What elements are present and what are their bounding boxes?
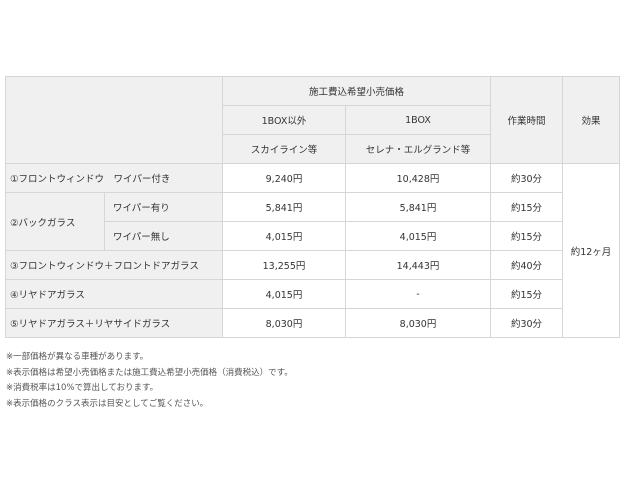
time: 約15分	[490, 192, 564, 222]
note: ※表示価格は希望小売価格または施工費込希望小売価格（消費税込）です。	[6, 367, 293, 378]
price1: 4,015円	[222, 279, 346, 309]
price1: 13,255円	[222, 250, 346, 280]
price-table: 施工費込希望小売価格 作業時間 効果 1BOX以外 1BOX スカイライン等 セレナ…	[5, 76, 621, 338]
time: 約15分	[490, 279, 564, 309]
row-label: ①フロントウィンドウ ワイパー付き	[5, 163, 223, 193]
table-row: ②バックガラス ワイパー有り 5,841円 5,841円 約15分	[5, 192, 620, 251]
row-label: ②バックガラス	[5, 192, 105, 251]
price2: 5,841円	[344, 192, 492, 222]
row-label: ③フロントウィンドウ＋フロントドアガラス	[5, 250, 223, 280]
price2: 4,015円	[344, 221, 492, 251]
row-label: ⑤リヤドアガラス＋リヤサイドガラス	[5, 308, 223, 338]
col1-header: 1BOX以外	[222, 105, 346, 135]
effect-value: 約12ヶ月	[562, 163, 621, 338]
price1: 9,240円	[222, 163, 346, 193]
time: 約30分	[490, 163, 564, 193]
time: 約30分	[490, 308, 564, 338]
col1-example: スカイライン等	[222, 134, 346, 164]
price2: 10,428円	[344, 163, 492, 193]
col2-example: セレナ・エルグランド等	[344, 134, 492, 164]
table-row: ④リヤドアガラス 4,015円 - 約15分	[5, 279, 620, 309]
price-group-header: 施工費込希望小売価格	[221, 76, 492, 106]
time: 約15分	[490, 221, 564, 251]
price1: 5,841円	[222, 192, 346, 222]
price1: 4,015円	[222, 221, 346, 251]
note: ※消費税率は10%で算出しております。	[6, 383, 159, 393]
table-row: ⑤リヤドアガラス＋リヤサイドガラス 8,030円 8,030円 約30分	[5, 308, 620, 338]
table-row: ①フロントウィンドウ ワイパー付き 9,240円 10,428円 約30分 約1…	[5, 163, 621, 338]
notes: ※一部価格が異なる車種があります。 ※表示価格は希望小売価格または施工費込希望小…	[6, 350, 293, 412]
time-header: 作業時間	[490, 76, 564, 164]
corner-cell	[5, 76, 223, 164]
table-row: ③フロントウィンドウ＋フロントドアガラス 13,255円 14,443円 約40…	[5, 250, 620, 280]
note: ※表示価格のクラス表示は目安としてご覧ください。	[6, 398, 209, 409]
time: 約40分	[490, 250, 564, 280]
note: ※一部価格が異なる車種があります。	[6, 352, 149, 362]
row-sublabel: ワイパー有り	[104, 192, 223, 222]
price2: 8,030円	[344, 308, 492, 338]
price1: 8,030円	[222, 308, 346, 338]
col2-header: 1BOX	[344, 105, 492, 135]
row-sublabel: ワイパー無し	[104, 221, 223, 251]
price2: 14,443円	[344, 250, 492, 280]
price2: -	[344, 279, 492, 309]
effect-header: 効果	[562, 76, 621, 164]
row-label: ④リヤドアガラス	[5, 279, 223, 309]
table-row: ワイパー無し 4,015円 4,015円 約15分	[6, 221, 620, 251]
